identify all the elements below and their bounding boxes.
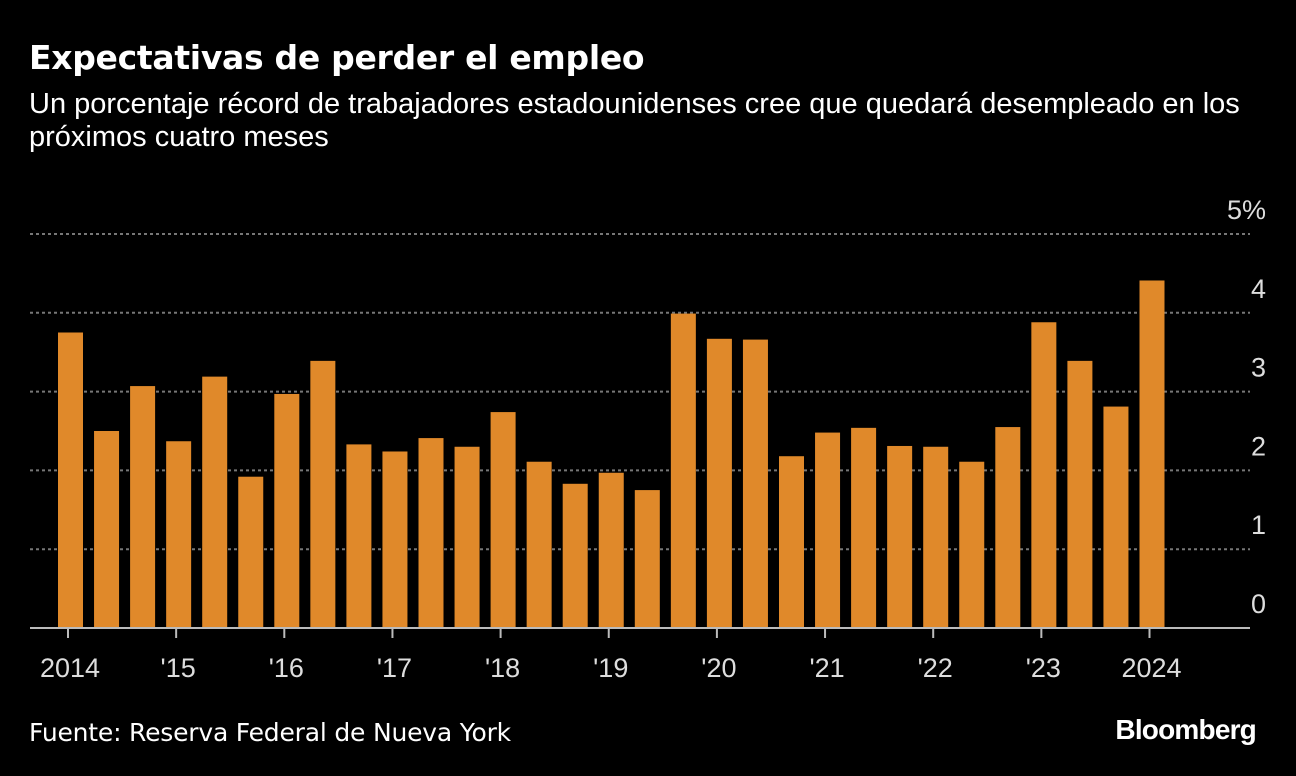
bar-2015-12 [238,476,264,628]
bar-2022-04 [923,446,949,628]
x-tick-label: 2014 [40,653,100,683]
bar-2022-12 [995,427,1021,628]
x-tick-label: '19 [593,653,628,683]
bar-2021-08 [851,427,877,628]
bar-2018-08 [526,461,552,628]
bar-2018-12 [562,483,588,628]
bar-2021-12 [887,445,913,628]
bar-2024-04 [1139,280,1165,628]
bar-2018-04 [490,412,516,628]
bar-2017-08 [418,438,444,628]
bar-2022-08 [959,461,985,628]
y-tick-label: 1 [1251,510,1266,540]
bar-2016-04 [274,393,300,628]
chart-subtitle: Un porcentaje récord de trabajadores est… [29,88,1240,153]
bar-2015-08 [202,376,228,628]
bar-2015-04 [166,441,192,628]
bar-2016-08 [310,360,336,628]
bar-2014-12 [130,386,156,628]
bar-2019-08 [634,490,660,628]
y-tick-label: 5% [1227,195,1266,225]
bar-2020-12 [779,456,804,628]
x-tick-label: '16 [269,653,304,683]
chart-title: Expectativas de perder el empleo [29,38,645,77]
bar-2023-04 [1031,322,1057,628]
bar-2014-08 [94,431,120,628]
y-tick-label: 2 [1251,431,1266,461]
bar-2017-04 [382,451,408,628]
x-tick-label: '20 [701,653,736,683]
y-tick-label: 3 [1251,353,1266,383]
bar-2021-04 [815,432,841,628]
bar-2016-12 [346,444,372,628]
bar-2014-04 [58,332,83,628]
x-tick-label: '17 [377,653,412,683]
x-tick-label: '22 [918,653,953,683]
y-tick-label: 4 [1251,274,1266,304]
source-note: Fuente: Reserva Federal de Nueva York [29,718,511,747]
bar-2023-08 [1067,360,1093,628]
x-tick-label: '21 [809,653,844,683]
x-tick-label: '23 [1026,653,1061,683]
bar-2023-12 [1103,406,1129,628]
bar-2019-12 [670,313,696,628]
bloomberg-logo: Bloomberg [1115,714,1256,745]
bar-2020-04 [706,338,732,628]
bar-2017-12 [454,446,480,628]
bar-2020-08 [742,339,768,628]
y-axis-tick-labels: 0 1 2 3 4 5% [1227,195,1266,619]
x-tick-label: '15 [161,653,196,683]
bars [58,280,1165,628]
x-tick-label: '18 [485,653,520,683]
y-tick-label: 0 [1251,589,1266,619]
x-axis: 2014 '15 '16 '17 '18 '19 '20 '21 '22 '23 2024 [30,627,1250,683]
bar-2019-04 [598,472,624,628]
x-tick-label: 2024 [1121,653,1181,683]
